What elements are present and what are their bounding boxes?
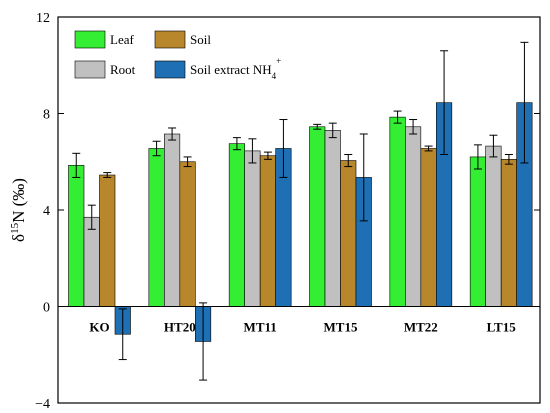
bar-leaf-mt22 xyxy=(389,116,406,307)
legend-label: Root xyxy=(110,62,136,77)
y-tick-label: −4 xyxy=(35,397,50,412)
error-bar xyxy=(199,302,208,381)
category-label: MT11 xyxy=(244,320,277,335)
bar-root-mt22 xyxy=(405,126,422,307)
y-axis-title-main: N (‰) xyxy=(9,178,28,223)
error-bar xyxy=(440,50,449,156)
bars-layer xyxy=(68,102,533,342)
category-label: HT20 xyxy=(164,320,196,335)
bar-root-ko xyxy=(83,216,100,307)
bar-leaf-mt11 xyxy=(228,143,245,307)
error-bar xyxy=(313,123,322,130)
error-bar xyxy=(263,151,272,160)
error-bar xyxy=(279,119,288,178)
legend-label: Soil extract NH4+ xyxy=(190,56,281,81)
error-bar xyxy=(232,137,241,151)
y-tick-label: 0 xyxy=(43,301,50,316)
error-bar xyxy=(359,133,368,222)
category-labels: KO HT20 MT11 MT15 MT22 LT15 xyxy=(89,320,516,335)
error-bar xyxy=(504,154,513,165)
bar-root-mt11 xyxy=(244,150,261,307)
bar-root-ht20 xyxy=(164,133,181,307)
y-tick-label: 8 xyxy=(43,108,50,123)
error-bar xyxy=(118,308,127,361)
error-bar xyxy=(328,122,337,139)
error-bars-layer xyxy=(72,41,529,381)
error-bar xyxy=(393,110,402,124)
bar-root-mt15 xyxy=(324,130,341,307)
bar-soil-ko xyxy=(99,174,116,307)
legend-label: Soil xyxy=(190,32,211,47)
legend-item: Root xyxy=(74,60,136,79)
legend-item: Soil xyxy=(154,30,211,49)
bar-leaf-ht20 xyxy=(148,148,165,307)
error-bar xyxy=(409,119,418,135)
error-bar xyxy=(473,144,482,170)
y-tick-label: 12 xyxy=(36,11,50,26)
category-label: KO xyxy=(89,320,109,335)
legend-item: Leaf xyxy=(74,30,134,49)
category-label: LT15 xyxy=(487,320,517,335)
legend-label: Leaf xyxy=(110,32,134,47)
bar-soil-lt15 xyxy=(500,159,517,307)
error-bar xyxy=(103,172,112,178)
legend-swatch xyxy=(74,30,106,49)
bar-leaf-ko xyxy=(68,165,85,307)
legend: Leaf Soil Root Soil extract NH4+ xyxy=(74,30,281,81)
legend-swatch xyxy=(154,60,186,79)
bar-root-lt15 xyxy=(485,145,502,307)
error-bar xyxy=(248,138,257,164)
error-bar xyxy=(344,154,353,168)
category-label: MT15 xyxy=(324,320,358,335)
y-tick-label: 4 xyxy=(43,204,50,219)
bar-soil-mt15 xyxy=(340,160,357,307)
error-bar xyxy=(168,127,177,141)
bar-soil-mt22 xyxy=(420,148,437,307)
error-bar xyxy=(87,204,96,230)
legend-item: Soil extract NH4+ xyxy=(154,56,281,81)
error-bar xyxy=(72,152,81,178)
legend-swatch xyxy=(154,30,186,49)
error-bar xyxy=(152,140,161,157)
y-ticks: −4 0 4 8 12 xyxy=(35,11,540,412)
error-bar xyxy=(183,156,192,168)
error-bar xyxy=(424,145,433,152)
bar-leaf-lt15 xyxy=(469,156,486,307)
bar-soil-ht20 xyxy=(179,161,196,307)
legend-swatch xyxy=(74,60,106,79)
bar-soil-mt11 xyxy=(259,155,276,307)
category-label: MT22 xyxy=(404,320,438,335)
error-bar xyxy=(489,134,498,158)
y-axis-title-prefix: δ xyxy=(9,234,28,242)
y-axis-title-sup: 15 xyxy=(9,222,21,234)
y-axis-title: δ15N (‰) xyxy=(9,178,28,242)
error-bar xyxy=(520,41,529,164)
bar-leaf-mt15 xyxy=(309,126,326,307)
